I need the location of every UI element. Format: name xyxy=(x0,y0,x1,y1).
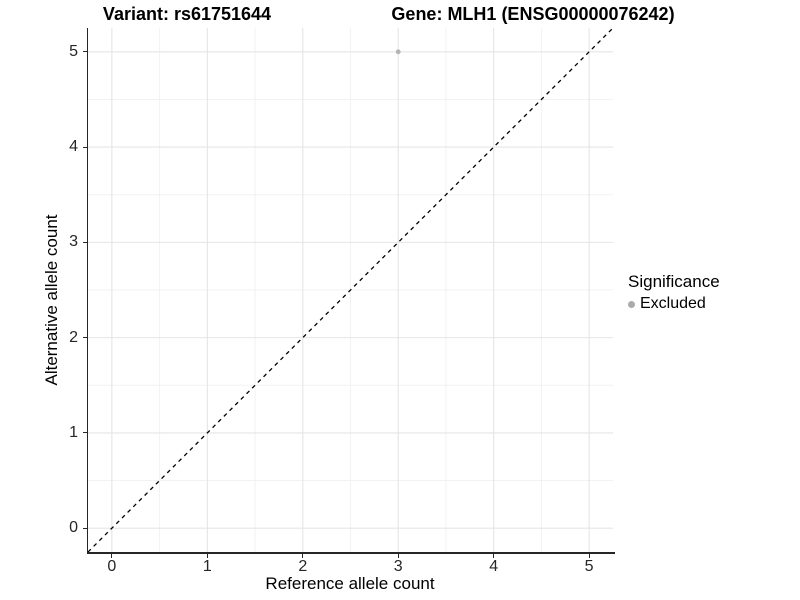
x-tick-label: 2 xyxy=(298,558,308,575)
y-tick-mark xyxy=(82,337,87,339)
y-axis-line xyxy=(86,28,88,554)
y-tick-mark xyxy=(82,51,87,53)
y-tick-mark xyxy=(82,432,87,434)
y-tick-mark xyxy=(82,146,87,148)
x-tick-mark xyxy=(302,553,304,558)
legend: Significance Excluded xyxy=(628,272,720,313)
legend-title: Significance xyxy=(628,272,720,291)
x-tick-label: 1 xyxy=(202,558,212,575)
legend-items: Excluded xyxy=(628,295,720,313)
y-tick-label: 3 xyxy=(69,233,78,251)
x-tick-label: 3 xyxy=(393,558,403,575)
legend-item-label: Excluded xyxy=(640,295,706,312)
y-axis-title: Alternative allele count xyxy=(42,214,61,386)
legend-item: Excluded xyxy=(628,295,720,313)
x-tick-mark xyxy=(397,553,399,558)
x-tick-mark xyxy=(588,553,590,558)
y-tick-label: 0 xyxy=(69,519,78,537)
y-tick-mark xyxy=(82,241,87,243)
plot-title-gene: Gene: MLH1 (ENSG00000076242) xyxy=(391,4,675,24)
x-axis-line xyxy=(86,552,615,554)
x-tick-mark xyxy=(206,553,208,558)
x-tick-mark xyxy=(493,553,495,558)
x-axis-title: Reference allele count xyxy=(265,574,435,593)
x-tick-label: 0 xyxy=(107,558,117,575)
legend-key-dot-icon xyxy=(628,300,635,308)
identity-dashed-line xyxy=(88,28,613,552)
y-tick-label: 4 xyxy=(69,138,78,156)
x-tick-mark xyxy=(111,553,113,558)
plot-title-variant: Variant: rs61751644 xyxy=(102,4,272,24)
x-tick-label: 4 xyxy=(489,558,499,575)
y-tick-label: 1 xyxy=(69,423,78,441)
y-tick-label: 2 xyxy=(69,328,78,346)
plot-panel xyxy=(88,28,613,552)
scatter-plot-canvas xyxy=(88,28,613,552)
y-tick-label: 5 xyxy=(69,42,78,60)
x-tick-label: 5 xyxy=(584,558,594,575)
data-point xyxy=(395,49,401,55)
y-tick-mark xyxy=(82,527,87,529)
